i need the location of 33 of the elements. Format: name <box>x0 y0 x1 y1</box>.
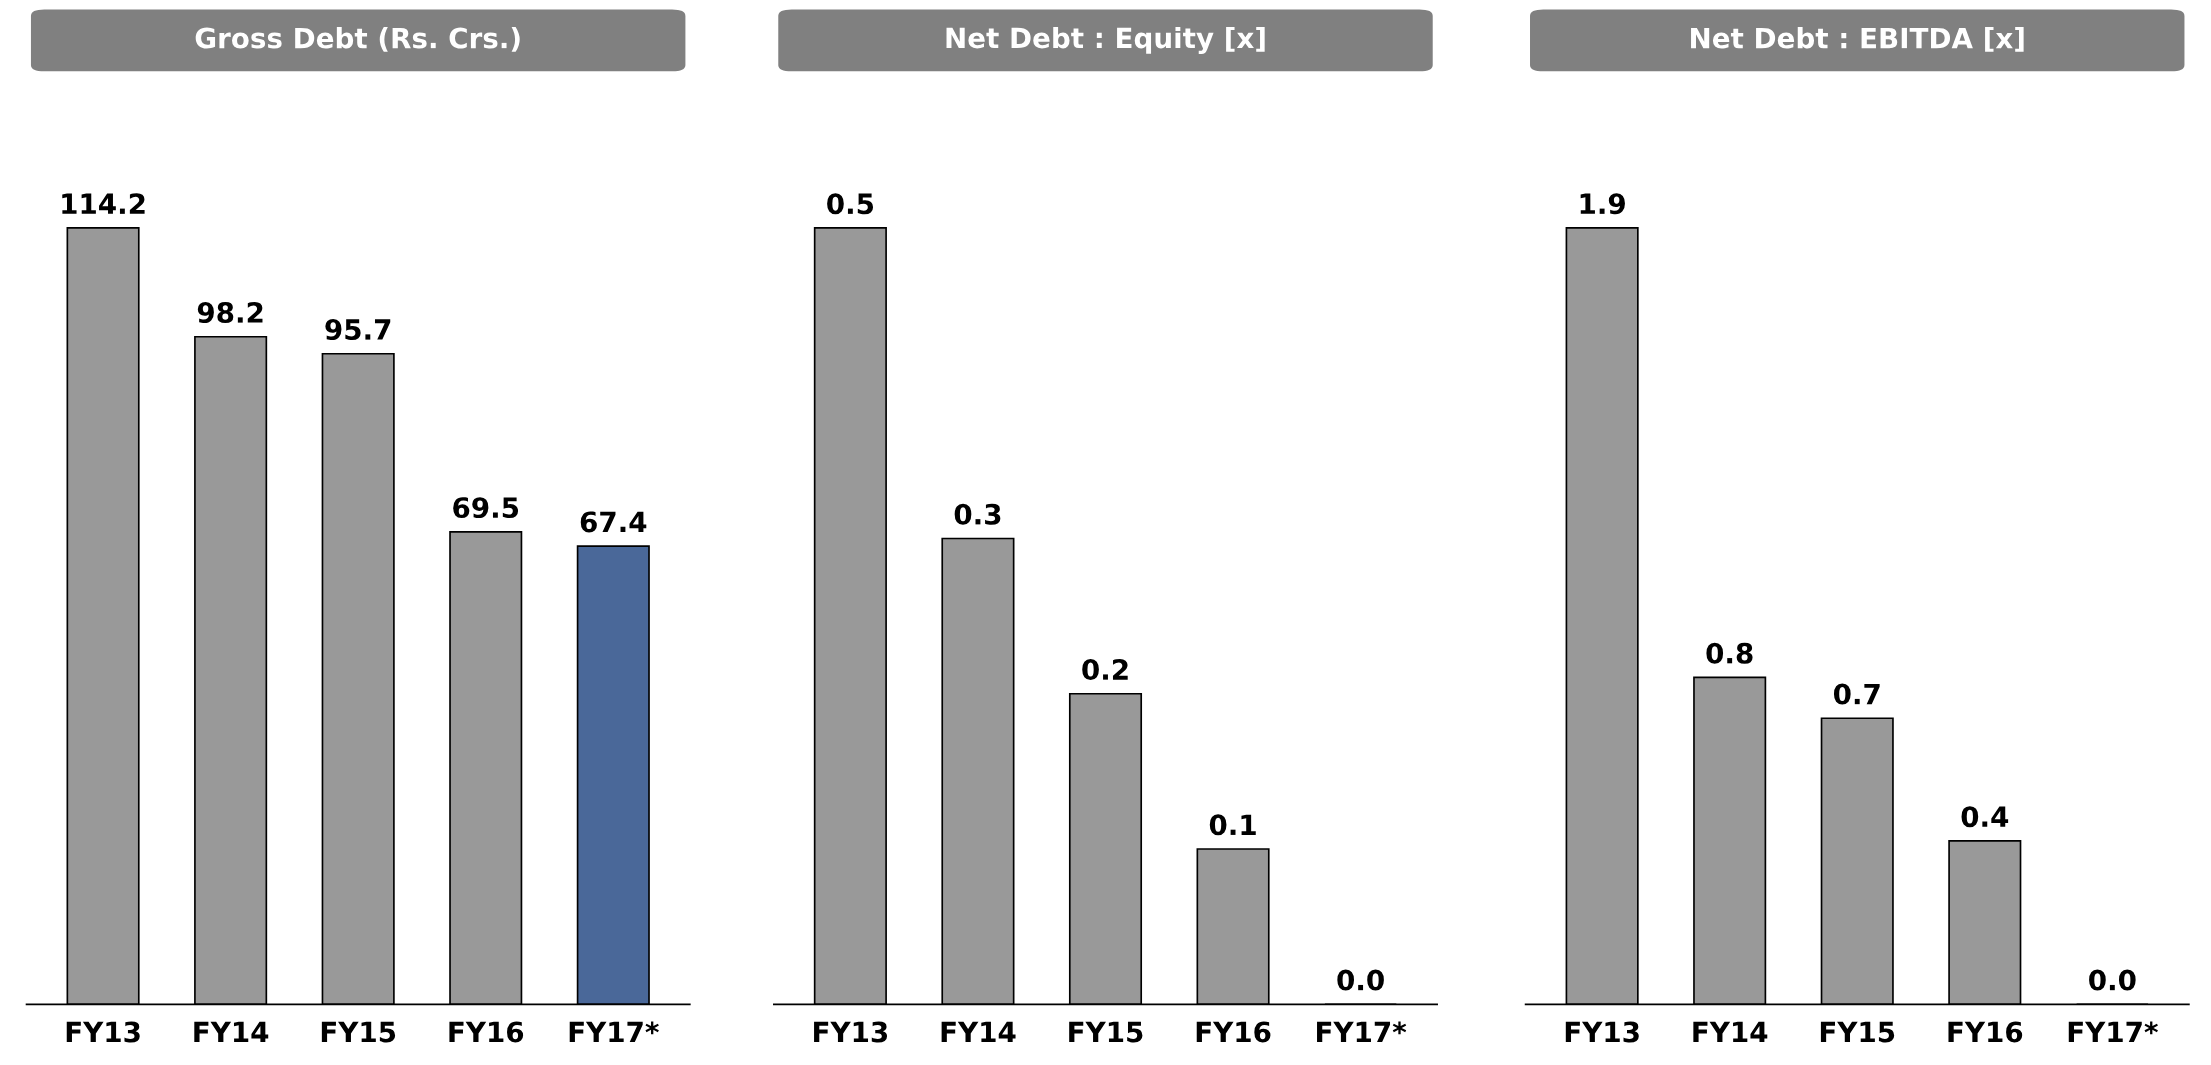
x-tick-label: FY13 <box>1565 1021 1639 1043</box>
data-label: 1.9 <box>1580 193 1625 215</box>
x-tick-label: FY14 <box>194 1021 269 1043</box>
x-tick-label: FY16 <box>1948 1021 2023 1043</box>
data-label: 98.2 <box>197 302 263 324</box>
x-tick-label: FY15 <box>321 1021 396 1043</box>
data-label: 67.4 <box>580 511 647 533</box>
data-label: 0.5 <box>827 193 874 215</box>
data-label: 114.2 <box>62 193 145 214</box>
x-tick-label: FY14 <box>941 1021 1016 1043</box>
x-tick-label: FY13 <box>66 1021 140 1043</box>
x-tick-label: FY17* <box>569 1021 659 1043</box>
data-label: 0.7 <box>1833 683 1880 705</box>
data-label: 0.2 <box>1082 659 1128 681</box>
chart-title: Net Debt : EBITDA [x] <box>1691 27 2024 52</box>
data-label: 0.4 <box>1961 806 2009 828</box>
data-label: 95.7 <box>325 319 391 341</box>
x-tick-label: FY16 <box>449 1021 524 1043</box>
x-tick-label: FY16 <box>1196 1021 1271 1043</box>
data-label: 0.1 <box>1209 814 1256 836</box>
x-tick-label: FY13 <box>814 1021 888 1043</box>
x-tick-label: FY15 <box>1820 1021 1895 1043</box>
chart-title: Gross Debt (Rs. Crs.) <box>195 27 520 52</box>
data-label: 0.8 <box>1706 642 1753 664</box>
x-tick-label: FY17* <box>1317 1021 1407 1043</box>
data-label: 0.3 <box>954 503 1001 525</box>
data-label: 69.5 <box>453 497 519 519</box>
x-tick-label: FY17* <box>2068 1021 2158 1043</box>
x-tick-label: FY15 <box>1069 1021 1143 1043</box>
data-label: 0.0 <box>1337 969 1384 991</box>
chart-title: Net Debt : Equity [x] <box>946 26 1265 55</box>
x-tick-label: FY14 <box>1693 1021 1768 1043</box>
data-label: 0.0 <box>2089 969 2136 991</box>
